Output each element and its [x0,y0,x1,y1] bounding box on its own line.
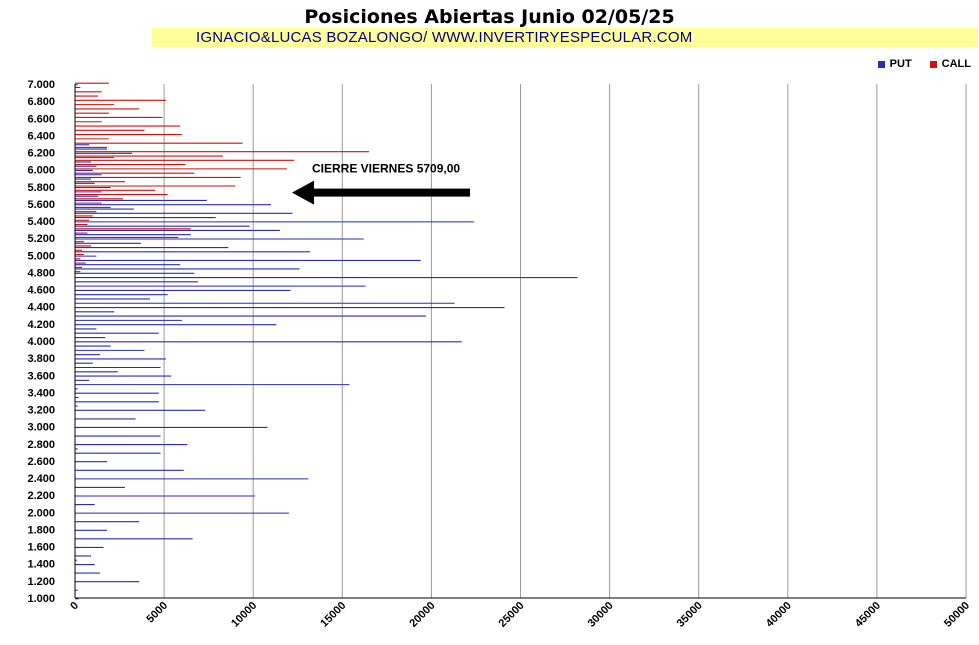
y-tick-label: 7.000 [27,79,55,91]
annotation: CIERRE VIERNES 5709,00 [292,162,470,205]
y-tick-label: 4.200 [27,319,55,331]
y-tick-label: 1.200 [27,576,55,588]
x-tick-label: 50000 [942,600,972,630]
x-tick-label: 35000 [675,600,705,630]
x-tick-label: 40000 [764,600,794,630]
y-tick-label: 4.800 [27,267,55,279]
y-tick-label: 3.200 [27,405,55,417]
y-tick-label: 1.400 [27,559,55,571]
legend-swatch-put [877,60,885,68]
x-tick-label: 10000 [229,600,259,630]
bars [75,82,578,600]
chart-subtitle: IGNACIO&LUCAS BOZALONGO/ WWW.INVERTIRYES… [196,29,693,46]
y-tick-label: 5.800 [27,182,55,194]
y-tick-label: 1.600 [27,542,55,554]
y-tick-label: 5.000 [27,250,55,262]
legend-label-put: PUT [889,58,912,70]
legend-swatch-call [929,60,937,68]
y-tick-label: 3.400 [27,387,55,399]
annotation-arrow-shaft [312,188,470,197]
axes [74,84,966,599]
subtitle-band [152,28,978,47]
y-tick-label: 6.200 [27,148,55,160]
y-tick-label: 4.000 [27,336,55,348]
x-tick-label: 30000 [586,600,616,630]
y-tick-label: 6.000 [27,165,55,177]
y-tick-label: 2.000 [27,507,55,519]
y-tick-label: 3.800 [27,353,55,365]
x-tick-label: 5000 [144,600,170,626]
annotation-label: CIERRE VIERNES 5709,00 [312,162,460,176]
y-tick-label: 4.600 [27,285,55,297]
x-tick-label: 20000 [407,600,437,630]
y-tick-label: 1.000 [27,593,55,605]
grid-lines [163,84,967,598]
y-tick-label: 6.400 [27,130,55,142]
legend-item-put: PUT [877,58,912,70]
y-tick-label: 2.200 [27,490,55,502]
y-tick-label: 6.600 [27,113,55,125]
x-tick-label: 25000 [497,600,527,630]
y-tick-label: 3.000 [27,422,55,434]
y-tick-label: 2.600 [27,456,55,468]
x-tick-label: 0 [68,600,81,613]
y-axis-labels: 7.000 6.800 6.600 6.400 6.200 6.000 5.800 5.600… [27,79,55,605]
legend: PUT CALL [877,58,971,70]
annotation-arrow-head [292,180,314,205]
x-tick-label: 45000 [853,600,883,630]
y-tick-label: 5.200 [27,233,55,245]
x-tick-label: 15000 [318,600,348,630]
x-axis-labels: 0 5000 10000 15000 20000 25000 30000 35000 40000… [68,600,972,630]
y-tick-label: 2.800 [27,439,55,451]
y-tick-label: 6.800 [27,96,55,108]
y-tick-label: 2.400 [27,473,55,485]
y-tick-label: 3.600 [27,370,55,382]
y-tick-label: 5.600 [27,199,55,211]
y-tick-label: 5.400 [27,216,55,228]
y-tick-label: 4.400 [27,302,55,314]
chart-title: Posiciones Abiertas Junio 02/05/25 [304,6,675,28]
legend-label-call: CALL [941,58,971,70]
legend-item-call: CALL [929,58,971,70]
y-tick-label: 1.800 [27,524,55,536]
